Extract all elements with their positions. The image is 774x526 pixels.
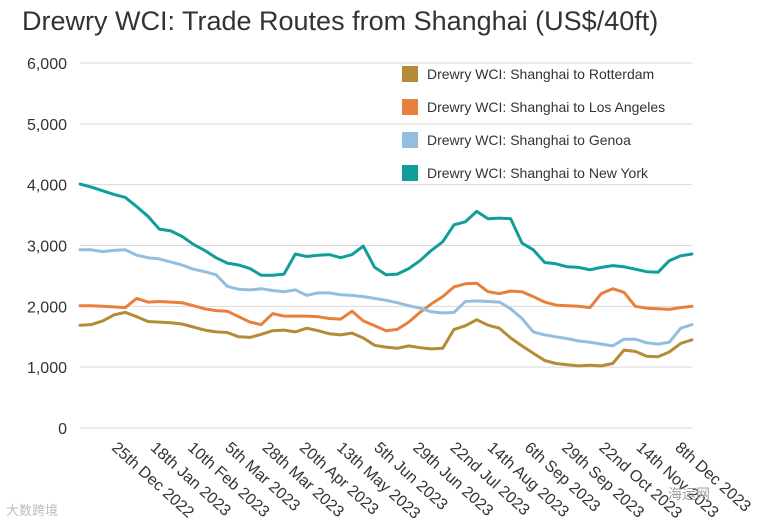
y-tick-label: 1,000: [27, 360, 67, 377]
legend-swatch: [402, 165, 418, 181]
legend-swatch: [402, 132, 418, 148]
y-tick-label: 0: [58, 421, 67, 438]
legend-label: Drewry WCI: Shanghai to New York: [427, 165, 649, 181]
series-line: [78, 182, 694, 277]
y-tick-label: 4,000: [27, 178, 67, 195]
watermark-right: 海运网: [668, 486, 710, 502]
series-lines: [78, 182, 694, 368]
legend-label: Drewry WCI: Shanghai to Los Angeles: [427, 99, 665, 115]
series-line: [78, 310, 694, 368]
y-tick-label: 6,000: [27, 56, 67, 73]
watermark-left: 大数跨境: [6, 503, 59, 518]
legend: Drewry WCI: Shanghai to Rotterdam Drewry …: [402, 66, 665, 181]
gridlines: [80, 62, 692, 429]
legend-label: Drewry WCI: Shanghai to Rotterdam: [427, 66, 654, 82]
legend-swatch: [402, 99, 418, 115]
legend-label: Drewry WCI: Shanghai to Genoa: [427, 132, 631, 148]
y-axis-ticks: 6,000 5,000 4,000 3,000 2,000 1,000 0: [27, 56, 67, 438]
y-tick-label: 2,000: [27, 299, 67, 316]
y-tick-label: 3,000: [27, 239, 67, 256]
y-tick-label: 5,000: [27, 117, 67, 134]
series-line: [78, 281, 694, 333]
legend-swatch: [402, 66, 418, 82]
series-line: [78, 248, 694, 348]
chart-title: Drewry WCI: Trade Routes from Shanghai (…: [22, 6, 659, 36]
